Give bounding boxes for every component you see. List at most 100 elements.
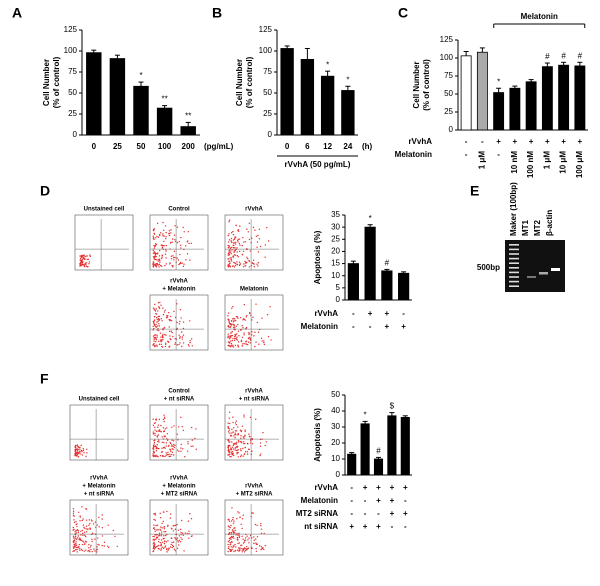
dot [243, 416, 245, 418]
dot [236, 538, 239, 541]
dot [76, 444, 79, 446]
dot [256, 241, 259, 243]
dot [231, 428, 233, 430]
dot [173, 446, 176, 449]
dot [228, 526, 230, 528]
dot [78, 511, 80, 513]
dot [89, 255, 91, 258]
dot [172, 525, 174, 527]
dot [163, 311, 166, 313]
ladder-band [509, 262, 519, 264]
dot [261, 340, 263, 342]
dot [234, 436, 236, 439]
dot [97, 537, 99, 539]
dot [82, 540, 84, 542]
significance-marker: # [376, 447, 381, 456]
plot-title: Unstained cell [79, 397, 120, 403]
dot [265, 441, 268, 443]
dot [157, 535, 160, 537]
dot [167, 340, 169, 342]
dot [101, 527, 104, 529]
dot [179, 528, 182, 531]
dot [180, 247, 182, 249]
y-tick-label: 50 [263, 88, 272, 97]
dot [240, 441, 242, 443]
condition-value: + [390, 496, 395, 505]
y-axis-label: (% of control) [52, 56, 61, 108]
dot [76, 537, 79, 539]
dot [257, 234, 259, 237]
y-tick-label: 20 [331, 247, 340, 256]
dot [72, 510, 75, 512]
dot [241, 549, 243, 551]
dot [153, 548, 156, 550]
dot [82, 449, 85, 452]
dot [234, 430, 237, 432]
bar [381, 270, 393, 301]
dot [76, 451, 79, 453]
dot [269, 306, 271, 308]
dot [97, 543, 99, 546]
dot [233, 254, 236, 256]
dot [228, 417, 230, 419]
dot [160, 304, 162, 306]
bar [156, 107, 173, 136]
dot [154, 426, 156, 429]
dot [182, 334, 185, 336]
dot [195, 448, 197, 451]
dot [84, 263, 86, 265]
dot [259, 442, 262, 444]
dot [169, 455, 172, 458]
dot [242, 542, 245, 544]
y-tick-label: 100 [259, 46, 273, 55]
dot [173, 443, 175, 446]
dot [164, 253, 167, 255]
dot [231, 446, 234, 448]
dot [81, 254, 83, 257]
dot [243, 334, 245, 336]
dot [270, 339, 272, 341]
dot [91, 538, 93, 541]
dot [227, 318, 229, 321]
dot [232, 344, 234, 346]
dot [74, 534, 77, 536]
dot [241, 518, 244, 520]
dot [233, 531, 236, 534]
dot [164, 428, 166, 430]
dot [249, 250, 252, 252]
dot [77, 535, 80, 537]
dot [159, 541, 161, 544]
dot [165, 541, 168, 543]
dot [73, 541, 75, 544]
dot [254, 523, 257, 526]
dot [75, 451, 78, 453]
dot [153, 244, 155, 247]
dot [160, 257, 163, 260]
dot [77, 456, 80, 458]
dot [167, 525, 169, 527]
dot [81, 519, 84, 522]
dot [238, 335, 240, 337]
dot [242, 548, 245, 550]
dot [152, 264, 155, 266]
dot [88, 261, 91, 263]
bar [476, 51, 488, 131]
dot [156, 537, 158, 539]
dot [82, 448, 85, 450]
y-tick-label: 5 [336, 283, 341, 292]
condition-value: + [376, 483, 381, 492]
dot [182, 342, 185, 344]
bar [525, 81, 537, 131]
dot [162, 221, 164, 224]
dot [161, 436, 164, 438]
dot [228, 233, 230, 235]
dot [240, 430, 243, 432]
dot [83, 527, 86, 529]
dot [235, 534, 237, 536]
dot [188, 242, 190, 245]
dot [261, 547, 263, 550]
dot [152, 445, 155, 447]
bar [558, 64, 570, 131]
lane-label: Maker (100bp) [509, 182, 518, 236]
